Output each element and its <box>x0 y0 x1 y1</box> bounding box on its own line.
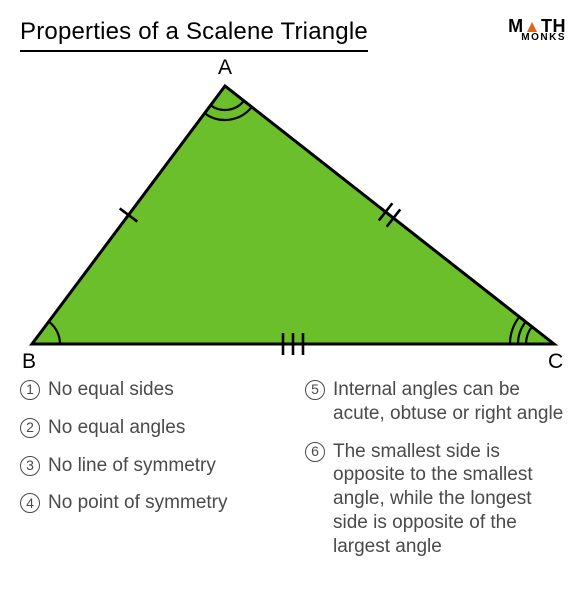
property-text: No equal angles <box>48 416 281 440</box>
property-number: 4 <box>20 493 40 513</box>
header: Properties of a Scalene Triangle M▲TH MO… <box>20 18 566 52</box>
property-item: 3 No line of symmetry <box>20 454 281 478</box>
property-text: No line of symmetry <box>48 454 281 478</box>
triangle-svg: A B C <box>20 56 566 376</box>
triangle-diagram: A B C <box>20 56 566 376</box>
svg-text:A: A <box>218 56 232 79</box>
property-item: 2 No equal angles <box>20 416 281 440</box>
property-item: 5 Internal angles can be acute, obtuse or… <box>305 378 566 426</box>
properties-list: 1 No equal sides 2 No equal angles 3 No line … <box>20 378 566 572</box>
svg-text:C: C <box>548 350 563 373</box>
svg-text:B: B <box>22 350 36 373</box>
property-text: The smallest side is opposite to the sma… <box>333 440 566 559</box>
property-number: 3 <box>20 456 40 476</box>
properties-left-column: 1 No equal sides 2 No equal angles 3 No line … <box>20 378 281 572</box>
property-text: Internal angles can be acute, obtuse or … <box>333 378 566 426</box>
page-title: Properties of a Scalene Triangle <box>20 18 368 52</box>
property-number: 1 <box>20 380 40 400</box>
property-number: 6 <box>305 442 325 462</box>
property-item: 4 No point of symmetry <box>20 491 281 515</box>
property-item: 6 The smallest side is opposite to the sm… <box>305 440 566 559</box>
property-number: 2 <box>20 418 40 438</box>
property-number: 5 <box>305 380 325 400</box>
property-text: No point of symmetry <box>48 491 281 515</box>
property-item: 1 No equal sides <box>20 378 281 402</box>
property-text: No equal sides <box>48 378 281 402</box>
logo: M▲TH MONKS <box>508 18 566 42</box>
properties-right-column: 5 Internal angles can be acute, obtuse or… <box>305 378 566 572</box>
